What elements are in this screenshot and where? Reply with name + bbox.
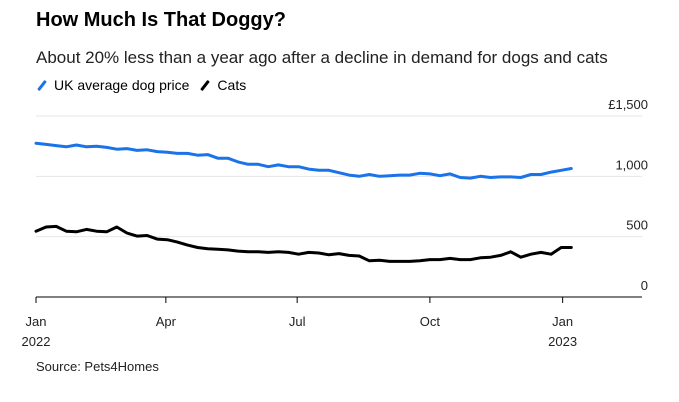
y-tick-label: 500 <box>626 218 648 233</box>
legend-item-cats: Cats <box>199 77 246 93</box>
x-tick-label: Jan <box>26 314 47 329</box>
x-tick-sublabel: 2022 <box>22 334 51 349</box>
x-tick-label: Jan <box>552 314 573 329</box>
x-tick-label: Apr <box>156 314 177 329</box>
legend-label-dog: UK average dog price <box>54 77 190 93</box>
x-tick-sublabel: 2023 <box>548 334 577 349</box>
series-line-cats <box>34 224 573 263</box>
y-tick-label: £1,500 <box>608 97 648 112</box>
source-note: Source: Pets4Homes <box>36 359 159 374</box>
chart-title: How Much Is That Doggy? <box>36 9 286 31</box>
series-line-dog-price <box>34 141 573 180</box>
chart-subtitle: About 20% less than a year ago after a d… <box>36 48 608 67</box>
legend-item-dog: UK average dog price <box>36 77 189 93</box>
y-tick-label: 0 <box>641 278 648 293</box>
x-tick-label: Oct <box>420 314 441 329</box>
y-tick-label: 1,000 <box>615 157 648 172</box>
x-tick-label: Jul <box>289 314 306 329</box>
legend-label-cats: Cats <box>217 77 247 93</box>
chart-legend: UK average dog price Cats <box>36 75 256 95</box>
